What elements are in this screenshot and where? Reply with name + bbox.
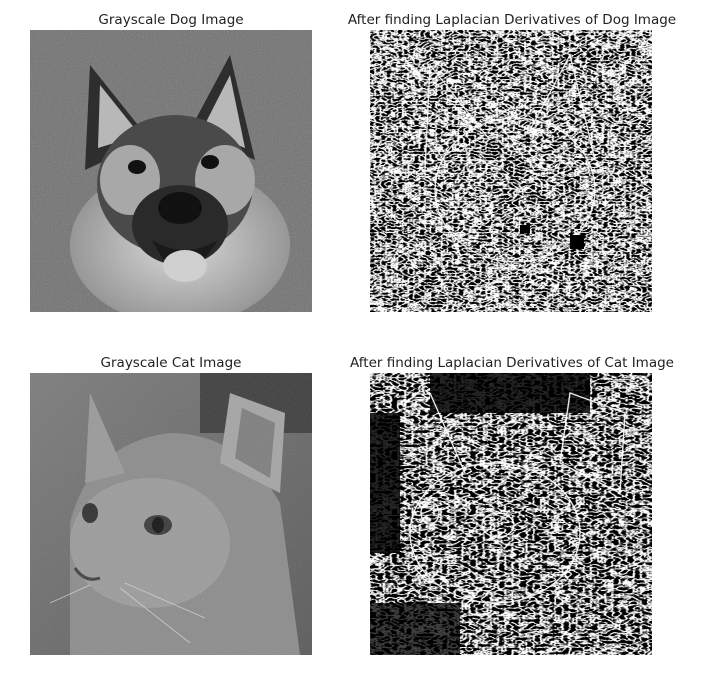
panel-title-laplacian-dog: After finding Laplacian Derivatives of D…	[347, 12, 677, 28]
laplacian-dog-image	[370, 30, 652, 312]
panel-title-grayscale-cat: Grayscale Cat Image	[100, 355, 242, 371]
grayscale-dog-image	[30, 30, 312, 312]
grayscale-cat-image	[30, 373, 312, 655]
panel-title-grayscale-dog: Grayscale Dog Image	[98, 12, 244, 28]
panel-title-laplacian-cat: After finding Laplacian Derivatives of C…	[350, 355, 674, 371]
laplacian-cat-image	[370, 373, 652, 655]
